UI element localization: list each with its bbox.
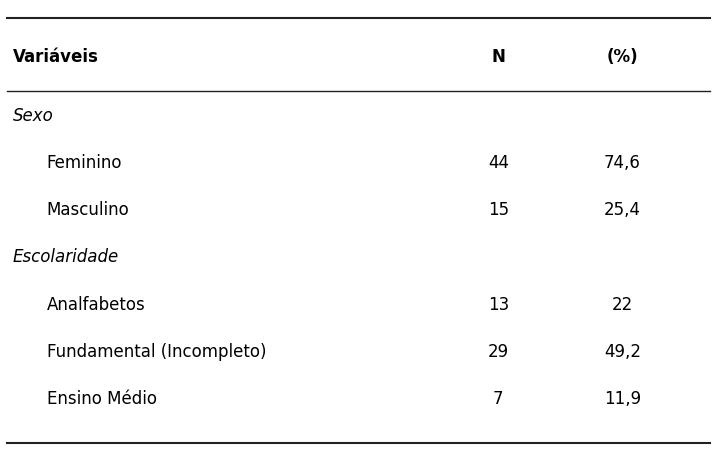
Text: 7: 7: [493, 390, 503, 408]
Text: Variáveis: Variáveis: [13, 48, 99, 66]
Text: Ensino Médio: Ensino Médio: [47, 390, 156, 408]
Text: 25,4: 25,4: [604, 201, 641, 219]
Text: (%): (%): [607, 48, 638, 66]
Text: Fundamental (Incompleto): Fundamental (Incompleto): [47, 343, 266, 361]
Text: Masculino: Masculino: [47, 201, 129, 219]
Text: 13: 13: [488, 296, 509, 314]
Text: Feminino: Feminino: [47, 154, 122, 172]
Text: 15: 15: [488, 201, 509, 219]
Text: 22: 22: [612, 296, 633, 314]
Text: 49,2: 49,2: [604, 343, 641, 361]
Text: N: N: [491, 48, 505, 66]
Text: Analfabetos: Analfabetos: [47, 296, 146, 314]
Text: 29: 29: [488, 343, 509, 361]
Text: 74,6: 74,6: [604, 154, 641, 172]
Text: 11,9: 11,9: [604, 390, 641, 408]
Text: Escolaridade: Escolaridade: [13, 248, 119, 266]
Text: Sexo: Sexo: [13, 107, 54, 125]
Text: 44: 44: [488, 154, 509, 172]
